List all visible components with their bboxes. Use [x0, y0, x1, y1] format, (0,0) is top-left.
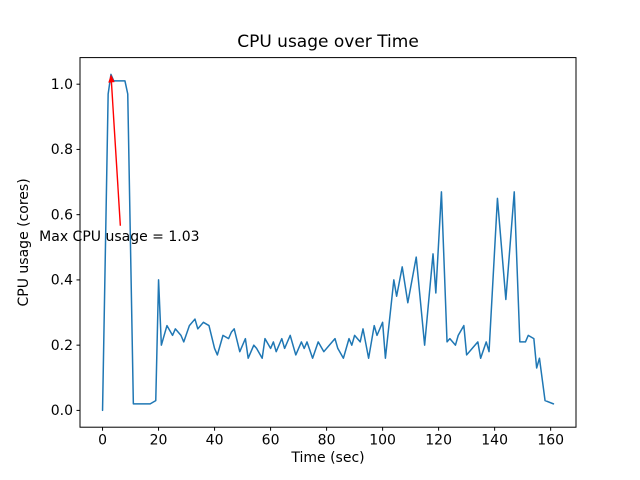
svg-text:0.8: 0.8: [51, 142, 73, 158]
svg-text:0.6: 0.6: [51, 207, 73, 223]
annotation-text: Max CPU usage = 1.03: [39, 229, 199, 245]
chart-title: CPU usage over Time: [237, 32, 419, 52]
svg-text:0.4: 0.4: [51, 273, 73, 289]
svg-text:80: 80: [318, 433, 336, 449]
cpu-usage-line: [101, 73, 555, 412]
annotation-arrowhead-icon: [108, 74, 115, 83]
y-axis-label: CPU usage (cores): [16, 178, 32, 306]
svg-text:100: 100: [369, 433, 396, 449]
axis-tick-labels: 0 20 40 60 80 100 120 140 160 0.0 0.2 0.4 0.6 0.8 1.0: [51, 77, 564, 449]
svg-text:40: 40: [206, 433, 224, 449]
svg-text:60: 60: [262, 433, 280, 449]
annotation-arrow: [110, 81, 122, 226]
x-axis-label: Time (sec): [290, 450, 364, 466]
svg-text:1.0: 1.0: [51, 77, 73, 93]
axis-ticks: [76, 83, 552, 431]
svg-text:20: 20: [150, 433, 168, 449]
svg-text:0.2: 0.2: [51, 338, 73, 354]
svg-text:0.0: 0.0: [51, 403, 73, 419]
svg-text:160: 160: [537, 433, 564, 449]
plot-area-border: [79, 57, 577, 428]
max-cpu-annotation: Max CPU usage = 1.03: [39, 74, 200, 245]
svg-text:140: 140: [481, 433, 508, 449]
svg-text:120: 120: [425, 433, 452, 449]
svg-text:0: 0: [98, 433, 107, 449]
